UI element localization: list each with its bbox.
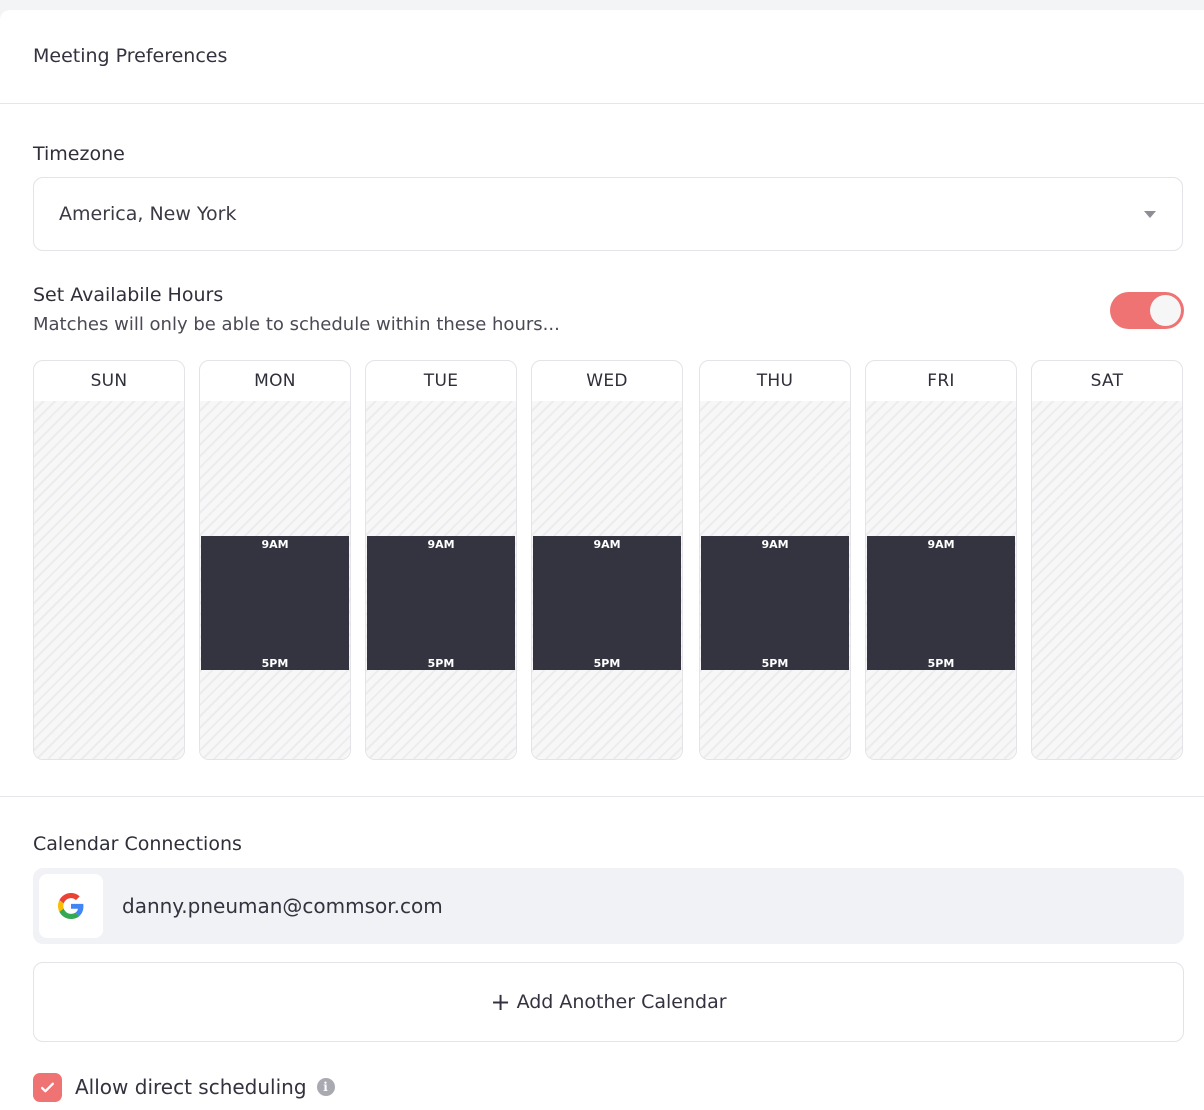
day-column-sat: SAT [1031, 360, 1183, 760]
direct-scheduling-checkbox[interactable] [33, 1072, 62, 1102]
direct-scheduling-label: Allow direct scheduling [75, 1075, 307, 1099]
day-name: SAT [1090, 371, 1124, 391]
end-time: 5PM [261, 657, 289, 670]
direct-scheduling-row: Allow direct scheduling i [33, 1072, 335, 1102]
available-block[interactable]: 9AM 5PM [533, 536, 681, 670]
timezone-select[interactable]: America, New York [33, 177, 1183, 251]
day-name: SUN [90, 371, 128, 391]
end-time: 5PM [927, 657, 955, 670]
day-name: MON [254, 371, 296, 391]
week-schedule: SUN MON 9AM 5PM TUE 9AM 5PM WED [33, 360, 1185, 762]
available-block[interactable]: 9AM 5PM [701, 536, 849, 670]
day-name: WED [586, 371, 628, 391]
available-block[interactable]: 9AM 5PM [867, 536, 1015, 670]
section-divider [0, 796, 1204, 797]
page-title: Meeting Preferences [33, 44, 228, 67]
add-calendar-label: Add Another Calendar [516, 991, 727, 1013]
calendar-email: danny.pneuman@commsor.com [122, 894, 443, 918]
available-hours-subtitle: Matches will only be able to schedule wi… [33, 314, 560, 335]
available-hours-title: Set Availabile Hours [33, 284, 224, 306]
day-slots[interactable]: 9AM 5PM [366, 401, 516, 759]
available-block[interactable]: 9AM 5PM [201, 536, 349, 670]
day-name: TUE [423, 371, 459, 391]
day-column-tue: TUE 9AM 5PM [365, 360, 517, 760]
start-time: 9AM [927, 538, 955, 551]
day-slots[interactable]: 9AM 5PM [700, 401, 850, 759]
start-time: 9AM [593, 538, 621, 551]
start-time: 9AM [761, 538, 789, 551]
day-slots[interactable]: 9AM 5PM [532, 401, 682, 759]
meeting-preferences-card: Meeting Preferences Timezone America, Ne… [0, 10, 1204, 1110]
timezone-value: America, New York [59, 203, 237, 225]
day-column-wed: WED 9AM 5PM [531, 360, 683, 760]
day-slots[interactable] [34, 401, 184, 759]
day-slots[interactable]: 9AM 5PM [866, 401, 1016, 759]
day-name: THU [756, 371, 794, 391]
day-slots[interactable]: 9AM 5PM [200, 401, 350, 759]
calendar-connection-item[interactable]: danny.pneuman@commsor.com [33, 868, 1184, 944]
end-time: 5PM [593, 657, 621, 670]
info-icon[interactable]: i [316, 1078, 335, 1096]
start-time: 9AM [261, 538, 289, 551]
day-column-fri: FRI 9AM 5PM [865, 360, 1017, 760]
day-slots[interactable] [1032, 401, 1182, 759]
timezone-label: Timezone [33, 143, 125, 165]
add-calendar-button[interactable]: + Add Another Calendar [33, 962, 1184, 1042]
check-icon [41, 1082, 54, 1092]
start-time: 9AM [427, 538, 455, 551]
day-column-sun: SUN [33, 360, 185, 760]
day-column-mon: MON 9AM 5PM [199, 360, 351, 760]
end-time: 5PM [427, 657, 455, 670]
available-hours-toggle[interactable] [1110, 292, 1184, 329]
card-header: Meeting Preferences [0, 10, 1204, 104]
toggle-knob [1150, 295, 1181, 326]
available-block[interactable]: 9AM 5PM [367, 536, 515, 670]
chevron-down-icon [1144, 211, 1156, 218]
google-icon [39, 874, 103, 938]
end-time: 5PM [761, 657, 789, 670]
calendar-connections-title: Calendar Connections [33, 833, 242, 855]
plus-icon: + [490, 988, 511, 1016]
day-column-thu: THU 9AM 5PM [699, 360, 851, 760]
day-name: FRI [927, 371, 955, 391]
